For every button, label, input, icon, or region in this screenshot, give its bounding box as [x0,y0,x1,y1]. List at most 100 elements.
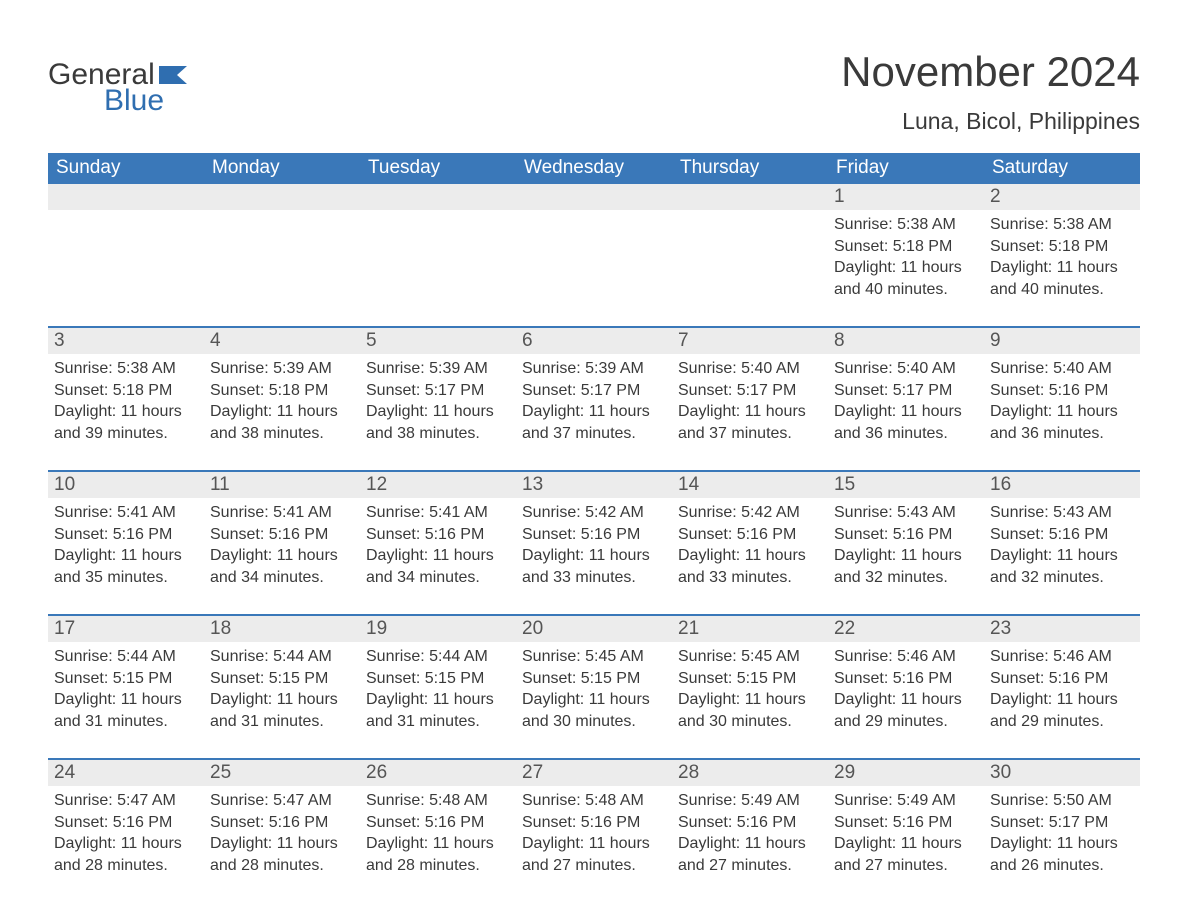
day-details: Sunrise: 5:38 AMSunset: 5:18 PMDaylight:… [984,210,1140,310]
daylight-line: Daylight: 11 hours and 31 minutes. [210,689,354,732]
day-number: 21 [672,616,828,642]
calendar-day: 18Sunrise: 5:44 AMSunset: 5:15 PMDayligh… [204,616,360,744]
day-details: Sunrise: 5:49 AMSunset: 5:16 PMDaylight:… [672,786,828,886]
sunrise-line: Sunrise: 5:48 AM [366,790,510,812]
sunset-line: Sunset: 5:16 PM [522,524,666,546]
sunrise-line: Sunrise: 5:39 AM [366,358,510,380]
page-title: November 2024 [841,48,1140,96]
title-block: November 2024 Luna, Bicol, Philippines [841,30,1140,135]
calendar-day: 6Sunrise: 5:39 AMSunset: 5:17 PMDaylight… [516,328,672,456]
sunset-line: Sunset: 5:16 PM [990,524,1134,546]
day-details: Sunrise: 5:43 AMSunset: 5:16 PMDaylight:… [984,498,1140,598]
day-details: Sunrise: 5:45 AMSunset: 5:15 PMDaylight:… [516,642,672,742]
day-number: 13 [516,472,672,498]
daylight-line: Daylight: 11 hours and 32 minutes. [990,545,1134,588]
daylight-line: Daylight: 11 hours and 30 minutes. [678,689,822,732]
daylight-line: Daylight: 11 hours and 32 minutes. [834,545,978,588]
calendar-day: 28Sunrise: 5:49 AMSunset: 5:16 PMDayligh… [672,760,828,888]
calendar-day: 10Sunrise: 5:41 AMSunset: 5:16 PMDayligh… [48,472,204,600]
sunset-line: Sunset: 5:18 PM [834,236,978,258]
sunset-line: Sunset: 5:17 PM [834,380,978,402]
day-number: 19 [360,616,516,642]
sunset-line: Sunset: 5:18 PM [54,380,198,402]
sunset-line: Sunset: 5:15 PM [522,668,666,690]
sunrise-line: Sunrise: 5:43 AM [834,502,978,524]
sunset-line: Sunset: 5:17 PM [990,812,1134,834]
day-details: Sunrise: 5:46 AMSunset: 5:16 PMDaylight:… [984,642,1140,742]
day-details: Sunrise: 5:42 AMSunset: 5:16 PMDaylight:… [516,498,672,598]
day-details: Sunrise: 5:38 AMSunset: 5:18 PMDaylight:… [828,210,984,310]
daylight-line: Daylight: 11 hours and 36 minutes. [990,401,1134,444]
day-details: Sunrise: 5:48 AMSunset: 5:16 PMDaylight:… [516,786,672,886]
calendar-day [204,184,360,312]
day-details: Sunrise: 5:40 AMSunset: 5:17 PMDaylight:… [828,354,984,454]
daylight-line: Daylight: 11 hours and 27 minutes. [678,833,822,876]
sunrise-line: Sunrise: 5:45 AM [678,646,822,668]
calendar-day: 16Sunrise: 5:43 AMSunset: 5:16 PMDayligh… [984,472,1140,600]
day-details: Sunrise: 5:38 AMSunset: 5:18 PMDaylight:… [48,354,204,454]
day-details: Sunrise: 5:39 AMSunset: 5:18 PMDaylight:… [204,354,360,454]
daylight-line: Daylight: 11 hours and 36 minutes. [834,401,978,444]
calendar-day: 29Sunrise: 5:49 AMSunset: 5:16 PMDayligh… [828,760,984,888]
daylight-line: Daylight: 11 hours and 30 minutes. [522,689,666,732]
calendar-day [516,184,672,312]
day-number: 27 [516,760,672,786]
calendar-day: 22Sunrise: 5:46 AMSunset: 5:16 PMDayligh… [828,616,984,744]
day-details: Sunrise: 5:40 AMSunset: 5:16 PMDaylight:… [984,354,1140,454]
day-number: 20 [516,616,672,642]
weekday-header-row: SundayMondayTuesdayWednesdayThursdayFrid… [48,153,1140,184]
sunrise-line: Sunrise: 5:47 AM [54,790,198,812]
day-details: Sunrise: 5:41 AMSunset: 5:16 PMDaylight:… [204,498,360,598]
daylight-line: Daylight: 11 hours and 33 minutes. [678,545,822,588]
sunrise-line: Sunrise: 5:41 AM [366,502,510,524]
daylight-line: Daylight: 11 hours and 38 minutes. [366,401,510,444]
day-number: 30 [984,760,1140,786]
day-details: Sunrise: 5:46 AMSunset: 5:16 PMDaylight:… [828,642,984,742]
day-details: Sunrise: 5:44 AMSunset: 5:15 PMDaylight:… [204,642,360,742]
sunrise-line: Sunrise: 5:44 AM [210,646,354,668]
sunset-line: Sunset: 5:16 PM [366,524,510,546]
calendar-day: 3Sunrise: 5:38 AMSunset: 5:18 PMDaylight… [48,328,204,456]
location-subtitle: Luna, Bicol, Philippines [841,108,1140,135]
daylight-line: Daylight: 11 hours and 35 minutes. [54,545,198,588]
sunrise-line: Sunrise: 5:38 AM [54,358,198,380]
calendar-week: 3Sunrise: 5:38 AMSunset: 5:18 PMDaylight… [48,326,1140,456]
daylight-line: Daylight: 11 hours and 31 minutes. [54,689,198,732]
day-details: Sunrise: 5:41 AMSunset: 5:16 PMDaylight:… [360,498,516,598]
day-details: Sunrise: 5:49 AMSunset: 5:16 PMDaylight:… [828,786,984,886]
calendar-day: 4Sunrise: 5:39 AMSunset: 5:18 PMDaylight… [204,328,360,456]
logo: General Blue [48,30,191,118]
header: General Blue November 2024 Luna, Bicol, … [48,30,1140,135]
daylight-line: Daylight: 11 hours and 37 minutes. [678,401,822,444]
day-number: 11 [204,472,360,498]
day-details: Sunrise: 5:42 AMSunset: 5:16 PMDaylight:… [672,498,828,598]
daylight-line: Daylight: 11 hours and 31 minutes. [366,689,510,732]
sunrise-line: Sunrise: 5:40 AM [834,358,978,380]
calendar-day [48,184,204,312]
day-details: Sunrise: 5:50 AMSunset: 5:17 PMDaylight:… [984,786,1140,886]
sunset-line: Sunset: 5:16 PM [678,524,822,546]
daylight-line: Daylight: 11 hours and 27 minutes. [522,833,666,876]
sunrise-line: Sunrise: 5:41 AM [210,502,354,524]
sunrise-line: Sunrise: 5:40 AM [990,358,1134,380]
weekday-header: Wednesday [516,153,672,184]
day-details: Sunrise: 5:39 AMSunset: 5:17 PMDaylight:… [360,354,516,454]
sunset-line: Sunset: 5:16 PM [54,524,198,546]
weekday-header: Tuesday [360,153,516,184]
sunset-line: Sunset: 5:16 PM [678,812,822,834]
daylight-line: Daylight: 11 hours and 39 minutes. [54,401,198,444]
sunrise-line: Sunrise: 5:38 AM [990,214,1134,236]
sunset-line: Sunset: 5:16 PM [990,380,1134,402]
day-number: 26 [360,760,516,786]
day-number [516,184,672,210]
sunrise-line: Sunrise: 5:48 AM [522,790,666,812]
sunset-line: Sunset: 5:16 PM [522,812,666,834]
calendar-week: 24Sunrise: 5:47 AMSunset: 5:16 PMDayligh… [48,758,1140,888]
calendar-day: 30Sunrise: 5:50 AMSunset: 5:17 PMDayligh… [984,760,1140,888]
day-number: 25 [204,760,360,786]
weekday-header: Sunday [48,153,204,184]
sunrise-line: Sunrise: 5:49 AM [678,790,822,812]
calendar-day: 21Sunrise: 5:45 AMSunset: 5:15 PMDayligh… [672,616,828,744]
calendar-day: 24Sunrise: 5:47 AMSunset: 5:16 PMDayligh… [48,760,204,888]
sunrise-line: Sunrise: 5:49 AM [834,790,978,812]
